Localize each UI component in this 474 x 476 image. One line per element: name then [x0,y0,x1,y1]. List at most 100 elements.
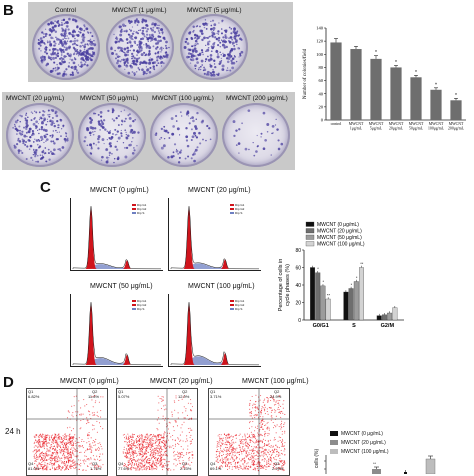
apoptosis-sig-mark: ** [373,461,377,466]
colony-dots [183,19,244,77]
apoptosis-ylabel: cells (%) [314,448,320,468]
x-tick-label: G0/G1 [313,323,329,329]
legend-swatch [305,221,315,227]
legend-label: MWCNT (0 μg/mL) [317,222,359,228]
x-tick-label: control [331,122,342,126]
cell-cycle-histogram-50 [70,294,163,367]
hist-label-20: MWCNT (20 μg/mL) [188,187,251,194]
legend-label: MWCNT (100 μg/mL) [317,242,365,248]
colony-dish-20 [6,103,74,167]
colony-dots [110,18,170,76]
bar [359,267,364,321]
significance-mark: * [435,82,437,88]
legend-item-0: MWCNT (0 μg/mL) [330,431,383,437]
x-tick-label: 200μg/mL [448,127,465,131]
x-tick-label: MWCNT [389,122,404,126]
significance-mark: * [415,70,417,76]
x-tick-label: S [352,323,356,329]
y-tick-label: 20 [319,104,324,109]
y-axis-label: cycle phases (%) [285,264,291,306]
hist-label-50: MWCNT (50 μg/mL) [90,283,153,290]
significance-mark: ** [360,261,364,266]
apoptosis-bar [425,458,436,474]
x-tick-label: MWCNT [449,122,464,126]
bar [353,281,359,321]
colony-dots [83,107,140,164]
hist-mini-legend: Dip G1 Dip G2 Dip S [132,203,146,215]
significance-mark: * [322,279,324,284]
colony-dish-1 [106,14,174,80]
colony-dish-200 [222,103,290,167]
dish-label-control: Control [55,7,76,14]
x-tick-label: 1μg/mL [350,127,363,131]
colony-dish-100 [150,103,218,167]
legend-swatch [305,228,315,234]
hist-mini-legend: Dip G1 Dip G2 Dip S [132,299,146,311]
y-tick-label: 80 [295,248,301,254]
dish-label-100: MWCNT (100 μg/mL) [152,95,214,102]
y-axis-label: Percentage of cells in [278,259,284,312]
significance-mark: * [395,60,397,66]
dish-label-5: MWCNT (5 μg/mL) [187,7,242,14]
bar [310,267,316,321]
bar [392,307,398,321]
x-tick-label: 100μg/mL [428,127,445,131]
significance-mark: * [455,93,457,99]
legend-item-100: MWCNT (100 μg/mL) [330,449,389,455]
bar [381,314,387,321]
legend-swatch [305,241,315,247]
x-tick-label: 20μg/mL [389,127,404,131]
legend-swatch [305,234,315,240]
hist-mini-legend: Dip G1 Dip G2 Dip S [230,203,244,215]
dish-label-200: MWCNT (200 μg/mL) [226,95,288,102]
significance-mark: ** [327,292,331,297]
flow-cytometry-plot-0 [26,388,108,476]
legend-label: MWCNT (50 μg/mL) [317,235,362,241]
flow-label-20: MWCNT (20 μg/mL) [150,378,213,385]
bar [376,315,382,321]
bar [320,285,326,321]
y-tick-label: 60 [295,265,301,271]
y-tick-label: 0 [298,318,301,324]
significance-mark: * [351,282,353,287]
cell-cycle-histogram-100 [168,294,261,367]
x-tick-label: G2/M [381,323,395,329]
x-tick-label: MWCNT [369,122,384,126]
colony-dish-control [32,14,100,80]
y-tick-label: 100 [316,52,324,57]
y-tick-label: 20 [295,300,301,306]
bar [348,288,354,321]
y-tick-label: 80 [319,65,324,70]
bar [410,77,422,120]
dish-label-20: MWCNT (20 μg/mL) [6,95,65,102]
colony-dots [37,17,97,77]
legend-swatch [330,440,338,446]
bar [343,291,349,321]
colony-dish-5 [180,14,248,80]
apoptosis-bar [372,469,381,474]
y-tick-label: 120 [316,39,324,44]
apoptosis-bar [404,472,407,474]
bar [315,272,321,321]
bar [390,67,402,120]
hist-mini-legend: Dip G1 Dip G2 Dip S [230,299,244,311]
significance-mark: * [317,266,319,271]
y-tick-label: 40 [319,91,324,96]
significance-mark: * [356,275,358,280]
legend-item-20: MWCNT (20 μg/mL) [330,440,386,446]
y-axis-label: Number of colonies/field [303,48,308,99]
legend-label: MWCNT (20 μg/mL) [317,229,362,235]
dish-label-50: MWCNT (50 μg/mL) [80,95,139,102]
panel-letter-b: B [3,2,14,19]
flow-label-100: MWCNT (100 μg/mL) [242,378,309,385]
bar [370,58,382,120]
y-tick-label: 0 [321,118,324,123]
x-tick-label: MWCNT [349,122,364,126]
panel-letter-c: C [40,179,51,196]
bar [387,312,393,321]
hist-label-100: MWCNT (100 μg/mL) [188,283,255,290]
y-tick-label: 140 [316,26,324,31]
flow-cytometry-plot-20 [116,388,198,476]
bar [430,89,442,120]
flow-label-0: MWCNT (0 μg/mL) [60,378,119,385]
